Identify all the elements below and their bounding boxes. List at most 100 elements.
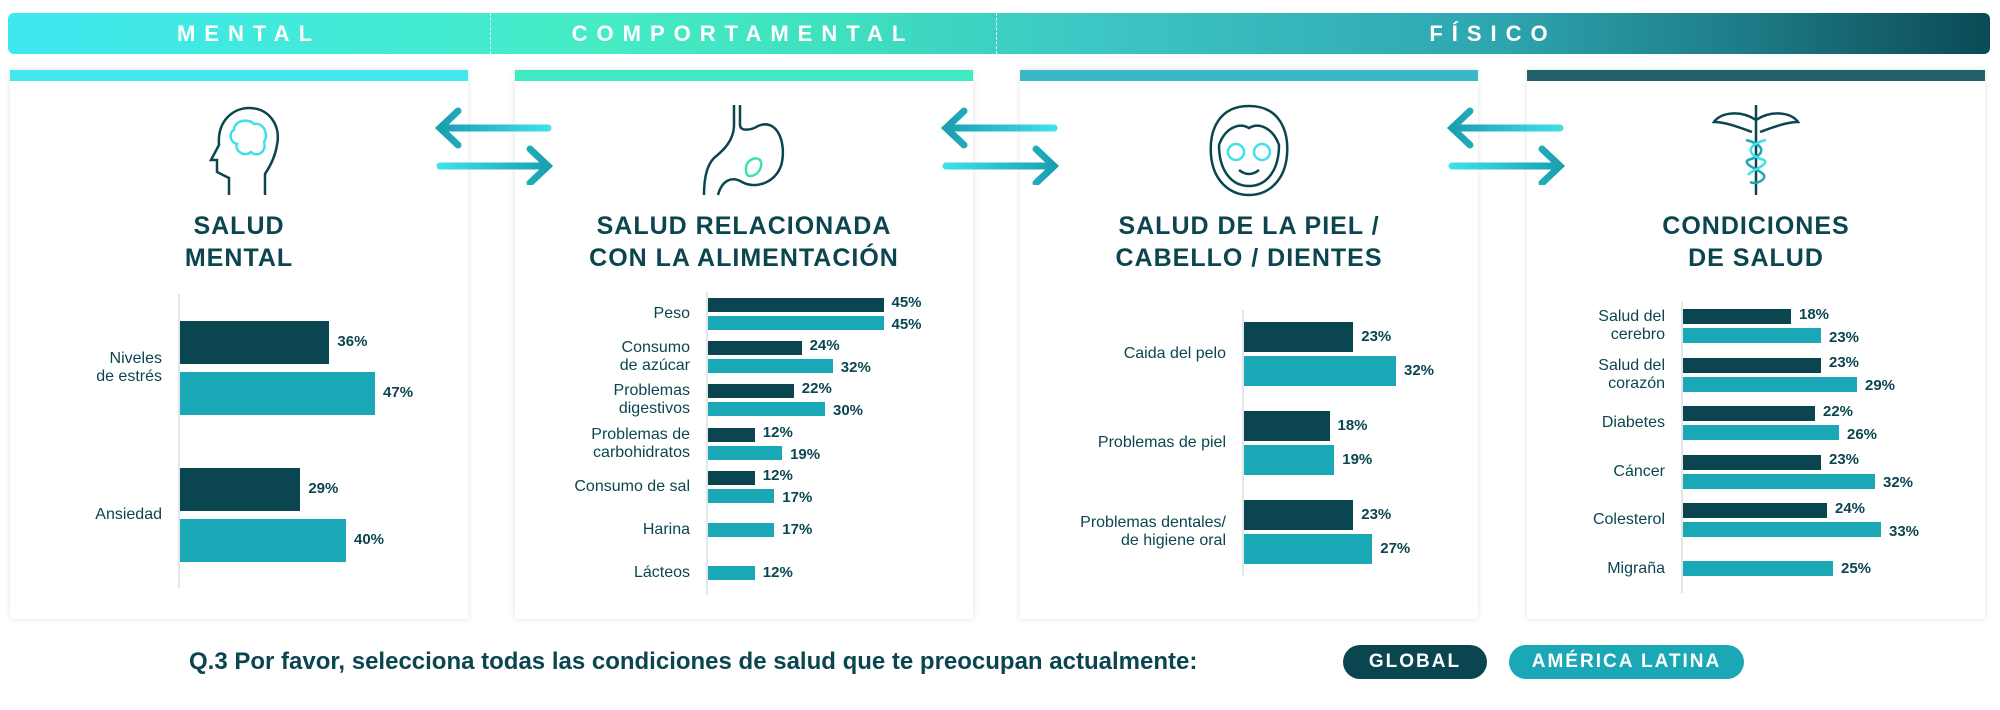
header-mental: MENTAL xyxy=(176,20,322,46)
bar-latam xyxy=(708,358,833,373)
panel-title: SALUD DE LA PIEL / CABELLO / DIENTES xyxy=(1115,212,1383,272)
bar-latam xyxy=(1683,328,1821,344)
bar-latam xyxy=(1683,425,1839,441)
bar-global xyxy=(708,297,884,312)
value-label-global: 24% xyxy=(809,336,840,354)
bar-global xyxy=(1244,499,1354,530)
value-label-global: 12% xyxy=(762,423,793,441)
bar-latam xyxy=(708,315,884,330)
value-label-latam: 12% xyxy=(762,564,793,582)
bidirectional-arrow-icon xyxy=(434,107,554,185)
panel-title: CONDICIONES DE SALUD xyxy=(1662,212,1850,272)
panel-1: SALUD MENTAL Niveles de estrés 36% 47% Ansie… xyxy=(10,70,468,619)
value-label-latam: 17% xyxy=(782,488,813,506)
face-mask-icon xyxy=(1199,100,1299,200)
panel-title: SALUD MENTAL xyxy=(184,212,294,272)
bar-latam xyxy=(708,445,783,460)
value-label-latam: 47% xyxy=(383,384,414,401)
value-label-latam: 27% xyxy=(1380,539,1411,557)
value-label-global: 22% xyxy=(801,380,832,398)
panel-2: SALUD RELACIONADA CON LA ALIMENTACIÓN Pes… xyxy=(515,70,973,619)
value-label-global: 23% xyxy=(1361,505,1392,523)
bar-latam xyxy=(708,566,755,581)
bar-global xyxy=(1683,406,1815,422)
category-label: Problemas de carbohidratos xyxy=(591,425,690,461)
bar-global xyxy=(708,340,802,355)
value-label-latam: 19% xyxy=(790,445,821,463)
bar-global xyxy=(1244,322,1354,353)
bar-global xyxy=(180,320,330,364)
chart-axis xyxy=(706,292,708,595)
bar-global xyxy=(1683,357,1821,373)
value-label-latam: 45% xyxy=(891,315,922,333)
category-label: Ansiedad xyxy=(95,505,162,523)
bar-global xyxy=(1683,503,1827,519)
category-label: Consumo de sal xyxy=(574,477,690,495)
value-label-latam: 32% xyxy=(1883,474,1914,492)
header-comportamental: COMPORTAMENTAL xyxy=(571,20,915,46)
bar-latam xyxy=(1683,376,1857,392)
value-label-global: 29% xyxy=(308,480,339,497)
bar-latam xyxy=(1683,473,1875,489)
category-label: Problemas dentales/ de higiene oral xyxy=(1080,513,1226,549)
bar-global xyxy=(180,467,301,511)
bar-latam xyxy=(708,402,825,417)
value-label-global: 45% xyxy=(891,293,922,311)
legend-america-latina: AMÉRICA LATINA xyxy=(1509,645,1744,679)
chart-axis xyxy=(178,294,180,588)
bar-latam xyxy=(708,488,775,503)
panel-stripe xyxy=(515,70,973,81)
category-label: Problemas digestivos xyxy=(613,382,690,418)
category-label: Colesterol xyxy=(1592,511,1665,529)
panel-4: CONDICIONES DE SALUD Salud del cerebro 18%… xyxy=(1527,70,1985,619)
bar-latam xyxy=(1244,356,1396,387)
value-label-latam: 19% xyxy=(1342,451,1373,468)
category-header: MENTAL COMPORTAMENTAL FÍSICO xyxy=(8,13,1990,54)
bar-global xyxy=(1683,454,1821,470)
header-fisico: FÍSICO xyxy=(1429,20,1557,46)
bar-global xyxy=(1683,309,1791,325)
panel-stripe xyxy=(1527,70,1985,81)
bar-latam xyxy=(180,518,346,562)
category-label: Consumo de azúcar xyxy=(619,338,690,374)
panel-3: SALUD DE LA PIEL / CABELLO / DIENTES Caid… xyxy=(1020,70,1478,619)
value-label-global: 24% xyxy=(1835,499,1866,517)
bar-latam xyxy=(1244,533,1373,564)
value-label-latam: 32% xyxy=(840,358,871,376)
panel-stripe xyxy=(10,70,468,81)
category-label: Salud del cerebro xyxy=(1598,308,1665,344)
legend-global: GLOBAL xyxy=(1343,645,1487,679)
value-label-latam: 26% xyxy=(1847,425,1878,443)
caduceus-icon xyxy=(1706,100,1806,200)
value-label-global: 18% xyxy=(1337,417,1368,434)
bidirectional-arrow-icon xyxy=(940,107,1060,185)
header-divider xyxy=(490,13,491,54)
value-label-latam: 33% xyxy=(1889,522,1920,540)
header-divider xyxy=(996,13,997,54)
category-label: Diabetes xyxy=(1601,414,1665,432)
value-label-latam: 30% xyxy=(833,402,864,420)
value-label-global: 12% xyxy=(762,466,793,484)
value-label-latam: 17% xyxy=(782,521,813,539)
value-label-latam: 23% xyxy=(1829,328,1860,346)
value-label-latam: 29% xyxy=(1865,377,1896,395)
bar-global xyxy=(1244,411,1330,441)
bar-latam xyxy=(180,371,376,415)
survey-question: Q.3 Por favor, selecciona todas las cond… xyxy=(189,648,1198,675)
chart-axis xyxy=(1242,310,1244,576)
value-label-global: 22% xyxy=(1823,402,1854,420)
category-label: Problemas de piel xyxy=(1097,434,1226,451)
value-label-latam: 40% xyxy=(354,531,385,548)
bar-global xyxy=(708,384,794,399)
bar-global xyxy=(708,427,755,442)
value-label-global: 23% xyxy=(1829,354,1860,372)
panel-title: SALUD RELACIONADA CON LA ALIMENTACIÓN xyxy=(589,212,899,272)
value-label-global: 23% xyxy=(1829,451,1860,469)
head-brain-icon xyxy=(189,100,289,200)
category-label: Peso xyxy=(653,304,690,322)
value-label-global: 18% xyxy=(1799,305,1830,323)
chart-axis xyxy=(1681,302,1683,593)
category-label: Cáncer xyxy=(1613,462,1665,480)
value-label-global: 23% xyxy=(1361,328,1392,346)
panel-stripe xyxy=(1020,70,1478,81)
